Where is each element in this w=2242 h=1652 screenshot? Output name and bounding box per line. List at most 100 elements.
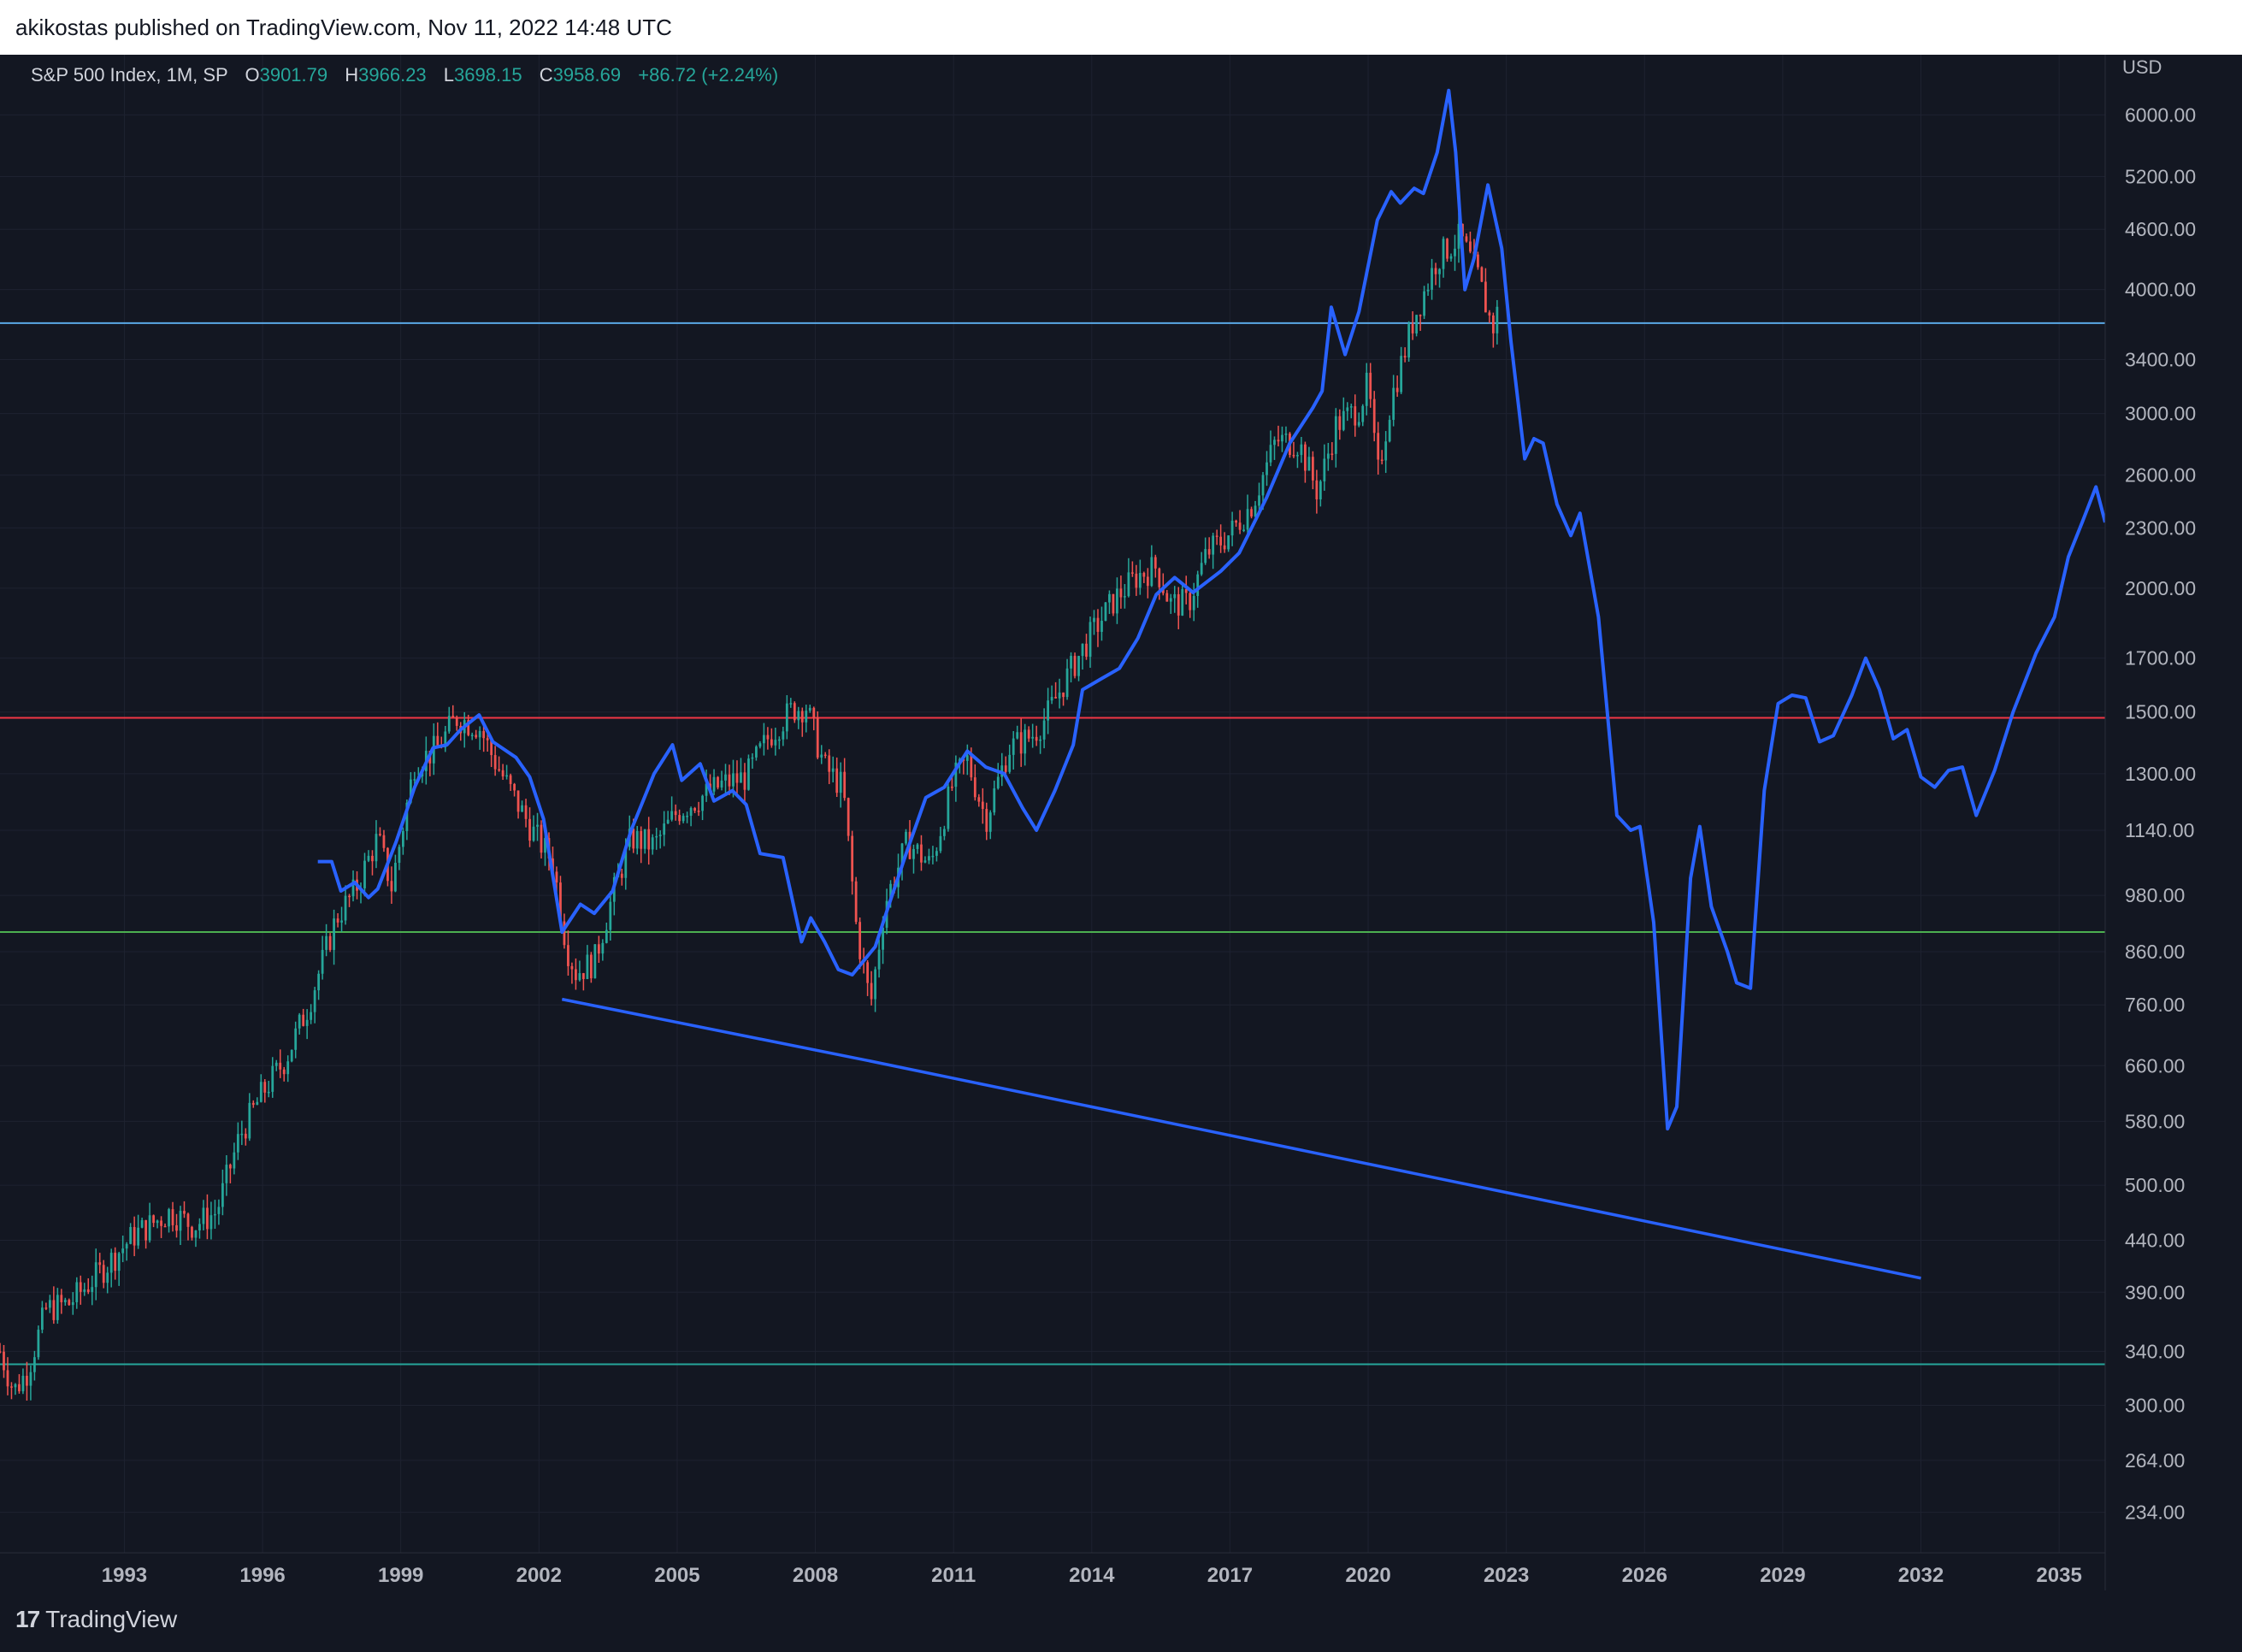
candle-body: [114, 1253, 117, 1271]
low-label: L: [444, 64, 454, 86]
candle-body: [1323, 458, 1326, 481]
candle-body: [593, 944, 597, 979]
candle-body: [1050, 697, 1053, 701]
candle-body: [86, 1289, 90, 1292]
candle-body: [390, 881, 393, 892]
candle-body: [647, 829, 651, 850]
candle-body: [409, 779, 412, 803]
candle-body: [156, 1220, 159, 1224]
candle-body: [328, 935, 332, 950]
candle-body: [1415, 315, 1418, 333]
candle-body: [206, 1207, 209, 1230]
candle-body: [413, 779, 416, 781]
candle-body: [94, 1262, 97, 1288]
candle-body: [1377, 433, 1380, 460]
candle-body: [148, 1215, 151, 1241]
candle-body: [586, 954, 589, 979]
candle-body: [1277, 440, 1280, 442]
candle-body: [532, 826, 535, 841]
candle-body: [1124, 596, 1126, 598]
candle-body: [375, 834, 378, 862]
published-banner: akikostas published on TradingView.com, …: [0, 0, 2242, 55]
candle-body: [363, 860, 366, 888]
candle-body: [351, 879, 355, 897]
candle-body: [686, 816, 688, 817]
candle-body: [501, 770, 504, 777]
x-tick-label: 1996: [239, 1564, 285, 1587]
candle-body: [582, 973, 585, 979]
x-tick-label: 2035: [2036, 1564, 2081, 1587]
candle-body: [1062, 692, 1065, 698]
candle-body: [1070, 656, 1072, 669]
candle-body: [808, 707, 811, 711]
candle-body: [137, 1227, 140, 1246]
candle-body: [1330, 453, 1334, 455]
candle-body: [1384, 441, 1388, 461]
candle-body: [1158, 568, 1161, 587]
candle-body: [870, 982, 873, 1000]
candle-body: [1189, 593, 1192, 611]
y-tick-label: 1700.00: [2125, 647, 2196, 670]
candle-body: [877, 949, 881, 970]
candle-body: [179, 1211, 182, 1231]
candle-body: [782, 731, 785, 740]
y-tick-label: 5200.00: [2125, 165, 2196, 187]
candle-body: [597, 944, 600, 954]
x-axis-labels[interactable]: 1993 1996 1999 2002 2005 2008 2011 2014 2017 2020…: [102, 1564, 2082, 1587]
candle-body: [1039, 739, 1042, 741]
y-tick-label: 580.00: [2125, 1110, 2185, 1132]
candle-body: [1438, 268, 1441, 274]
candle-body: [198, 1224, 201, 1230]
candle-body: [401, 830, 404, 847]
candle-body: [866, 962, 870, 983]
candle-body: [678, 815, 681, 822]
candle-body: [820, 754, 823, 758]
candle-body: [1250, 509, 1253, 517]
candle-body: [1423, 291, 1425, 316]
candle-body: [336, 918, 339, 923]
candle-body: [1446, 239, 1448, 259]
candle-body: [758, 743, 762, 747]
candle-body: [947, 786, 950, 829]
candle-body: [985, 809, 988, 832]
candle-body: [321, 949, 324, 974]
candle-body: [712, 776, 716, 792]
candle-body: [256, 1101, 259, 1106]
candle-body: [575, 969, 577, 981]
candle-body: [1261, 475, 1265, 496]
candle-body: [470, 735, 474, 736]
candle-body: [835, 768, 839, 794]
candle-body: [1300, 444, 1303, 456]
candle-body: [33, 1357, 36, 1372]
candle-body: [1142, 573, 1146, 577]
candle-body: [248, 1102, 251, 1139]
candle-body: [578, 973, 581, 981]
trendline-layer: [561, 997, 1921, 1280]
x-tick-label: 1999: [378, 1564, 423, 1587]
candle-body: [785, 703, 788, 732]
y-tick-label: 980.00: [2125, 884, 2185, 906]
x-tick-label: 2032: [1898, 1564, 1944, 1587]
candle-body: [1215, 535, 1218, 537]
candle-body: [447, 716, 451, 732]
price-chart[interactable]: 6000.00 5200.00 4600.00 4000.00 3400.00 3000.…: [0, 55, 2242, 1590]
currency-label: USD: [2122, 56, 2162, 78]
candle-body: [1042, 720, 1046, 740]
x-tick-label: 2005: [654, 1564, 699, 1587]
candle-body: [1119, 588, 1123, 598]
trendline: [561, 997, 1921, 1280]
candle-body: [912, 848, 915, 859]
candle-body: [1315, 480, 1319, 500]
candle-body: [1196, 574, 1200, 596]
change-value: +86.72 (+2.24%): [638, 64, 778, 86]
y-tick-label: 300.00: [2125, 1394, 2185, 1416]
price-axis[interactable]: [2105, 55, 2242, 1590]
candle-body: [379, 834, 381, 835]
candle-body: [689, 808, 693, 817]
candle-body: [451, 716, 455, 718]
tradingview-logo[interactable]: 17 TradingView: [15, 1606, 177, 1633]
candle-body: [1457, 223, 1460, 249]
candle-body: [225, 1165, 228, 1183]
candle-body: [589, 954, 593, 979]
candle-body: [140, 1220, 144, 1228]
